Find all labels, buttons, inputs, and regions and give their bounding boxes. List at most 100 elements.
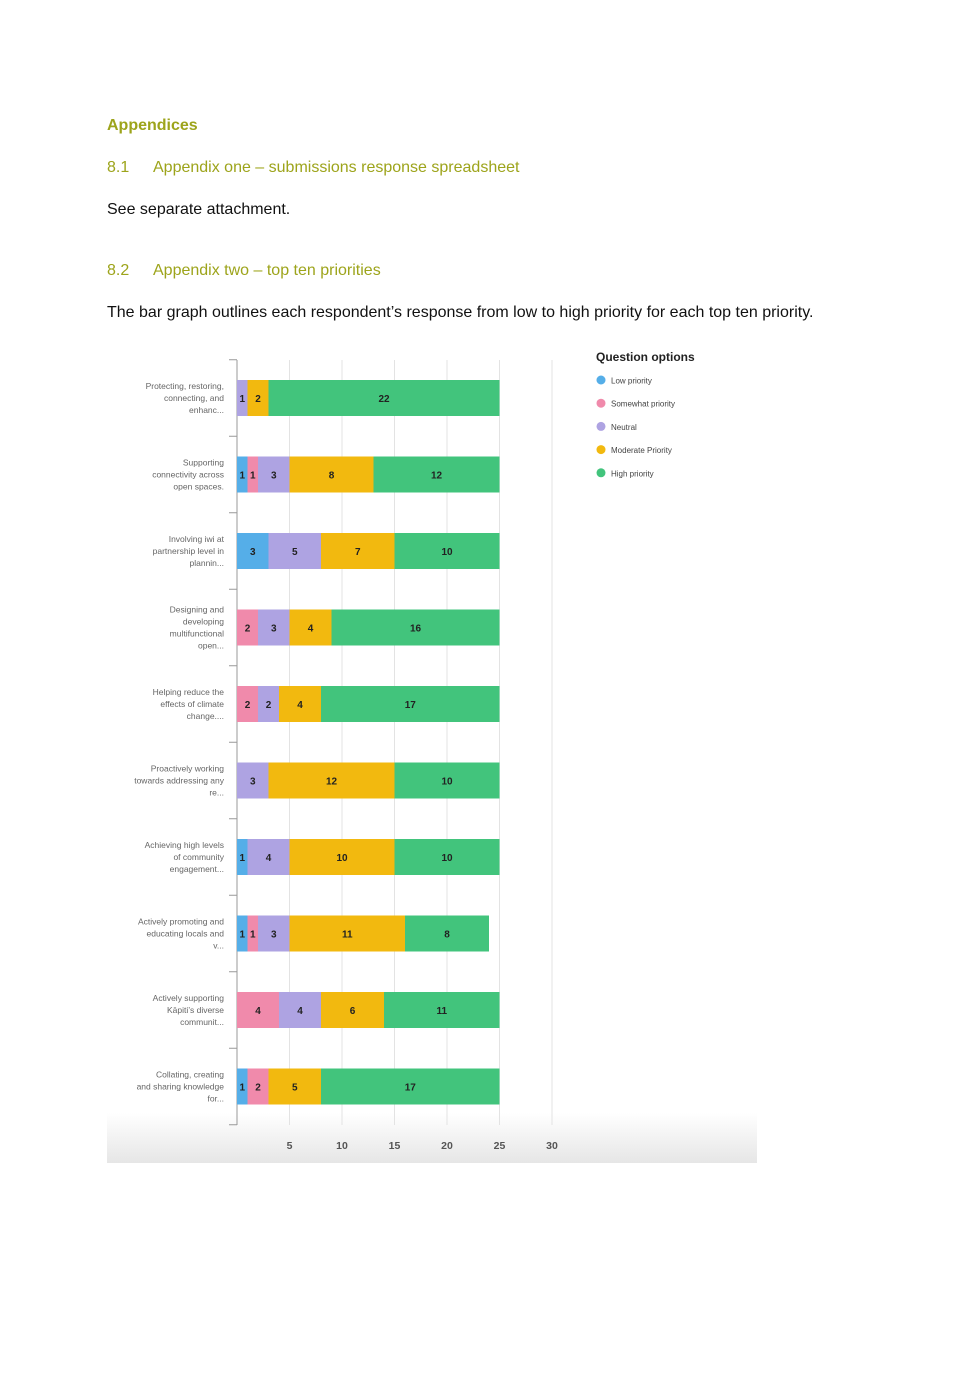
data-label: 10	[441, 777, 453, 788]
bar-segment	[268, 762, 395, 799]
data-label: 4	[308, 624, 314, 635]
data-label: 8	[329, 471, 335, 482]
section-8-1-heading: 8.1 Appendix one – submissions response s…	[107, 159, 519, 177]
section-8-2-heading: 8.2 Appendix two – top ten priorities	[107, 262, 381, 280]
data-label: 16	[410, 624, 422, 635]
bar-segment	[331, 609, 500, 646]
data-label: 22	[378, 394, 390, 405]
x-tick-label: 15	[389, 1140, 401, 1152]
data-label: 2	[255, 1083, 261, 1094]
data-label: 1	[250, 930, 256, 941]
bar-segment	[405, 915, 489, 952]
data-label: 4	[255, 1006, 261, 1017]
data-label: 7	[355, 547, 361, 558]
legend-entry: Neutral	[611, 423, 637, 432]
category-label: Proactively working towards addressing an…	[134, 764, 225, 798]
bar-segment	[279, 992, 321, 1028]
bar-segment	[247, 380, 269, 416]
x-tick-label: 5	[287, 1140, 293, 1152]
bar-segment	[258, 456, 290, 493]
category-label: Achieving high levels of community engagem…	[145, 840, 225, 874]
data-label: 1	[239, 394, 245, 405]
bar-segment	[268, 380, 500, 416]
bar-segment	[268, 1068, 321, 1105]
data-label: 12	[326, 777, 338, 788]
data-label: 1	[239, 471, 245, 482]
bar-segment	[258, 915, 290, 952]
bar-segment	[247, 1068, 269, 1105]
category-label: Supporting connectivity across open spaces…	[152, 458, 224, 492]
bar-segment	[321, 686, 500, 722]
data-label: 2	[245, 700, 251, 711]
bar-segment	[394, 762, 500, 799]
bar-segment	[237, 380, 248, 416]
x-tick-label: 10	[336, 1140, 348, 1152]
bar-segment	[258, 609, 290, 646]
attachment-note: See separate attachment.	[107, 201, 291, 218]
bar-segment	[237, 1068, 248, 1105]
legend-swatch	[596, 375, 606, 385]
data-label: 6	[350, 1006, 356, 1017]
bar-segment	[237, 839, 248, 875]
bar-segment	[289, 456, 374, 493]
section-number: 8.1	[107, 159, 130, 176]
legend-entry: Moderate Priority	[611, 446, 672, 455]
data-label: 8	[444, 930, 450, 941]
data-label: 2	[245, 624, 251, 635]
category-label: Collating, creating and sharing knowledge…	[137, 1070, 225, 1104]
data-label: 1	[250, 471, 256, 482]
section-title: Appendix one – submissions response spre…	[153, 159, 520, 176]
category-label: Protecting, restoring, connecting, and enh…	[146, 381, 225, 415]
data-label: 17	[405, 1083, 417, 1094]
bar-segment	[237, 915, 248, 952]
data-label: 1	[239, 1083, 245, 1094]
bar-segment	[394, 839, 500, 875]
section-number: 8.2	[107, 262, 130, 279]
legend-entry: High priority	[611, 469, 654, 478]
bar-segment	[247, 915, 258, 952]
bar-segment	[289, 839, 395, 875]
x-tick-label: 30	[546, 1140, 558, 1152]
bar-segment	[279, 686, 321, 722]
data-label: 17	[405, 700, 417, 711]
bar-segment	[289, 609, 332, 646]
bar-segment	[237, 533, 269, 569]
legend-title: Question options	[596, 350, 695, 364]
bar-segment	[237, 992, 279, 1028]
bar-segment	[237, 456, 248, 493]
data-label: 3	[250, 777, 256, 788]
stacked-bar-chart: 1 2 221 1 3 8 123 5 7 102 3 4 162 2 4 173 12 101 4 10 101 1 3 1…	[107, 338, 757, 1163]
bar-segment	[237, 609, 258, 646]
data-label: 2	[266, 700, 272, 711]
data-label: 11	[342, 930, 353, 941]
bar-segment	[268, 533, 321, 569]
data-label: 11	[436, 1006, 447, 1017]
legend-swatch	[596, 421, 606, 431]
data-label: 10	[441, 547, 453, 558]
legend-swatch	[596, 468, 606, 478]
data-label: 5	[292, 1083, 298, 1094]
category-label: Actively promoting and educating locals a…	[138, 917, 224, 951]
bar-segment	[258, 686, 279, 722]
data-label: 4	[266, 853, 272, 864]
data-label: 1	[239, 930, 245, 941]
data-label: 4	[297, 700, 303, 711]
category-label: Helping reduce the effects of climate chan…	[153, 687, 225, 721]
bar-segment	[247, 456, 258, 493]
bar-segment	[237, 762, 269, 799]
data-label: 4	[297, 1006, 303, 1017]
bar-segment	[247, 839, 290, 875]
bar-segment	[384, 992, 500, 1028]
data-label: 3	[250, 547, 256, 558]
category-label: Designing and developing multifunctional op…	[170, 605, 225, 651]
data-label: 2	[255, 394, 261, 405]
legend-entry: Low priority	[611, 377, 652, 386]
data-label: 10	[336, 853, 348, 864]
data-label: 3	[271, 624, 277, 635]
legend-swatch	[596, 398, 606, 408]
bar-segment	[237, 686, 258, 722]
data-label: 5	[292, 547, 298, 558]
bar-segment	[394, 533, 500, 569]
bar-segment	[321, 533, 395, 569]
bar-segment	[373, 456, 500, 493]
